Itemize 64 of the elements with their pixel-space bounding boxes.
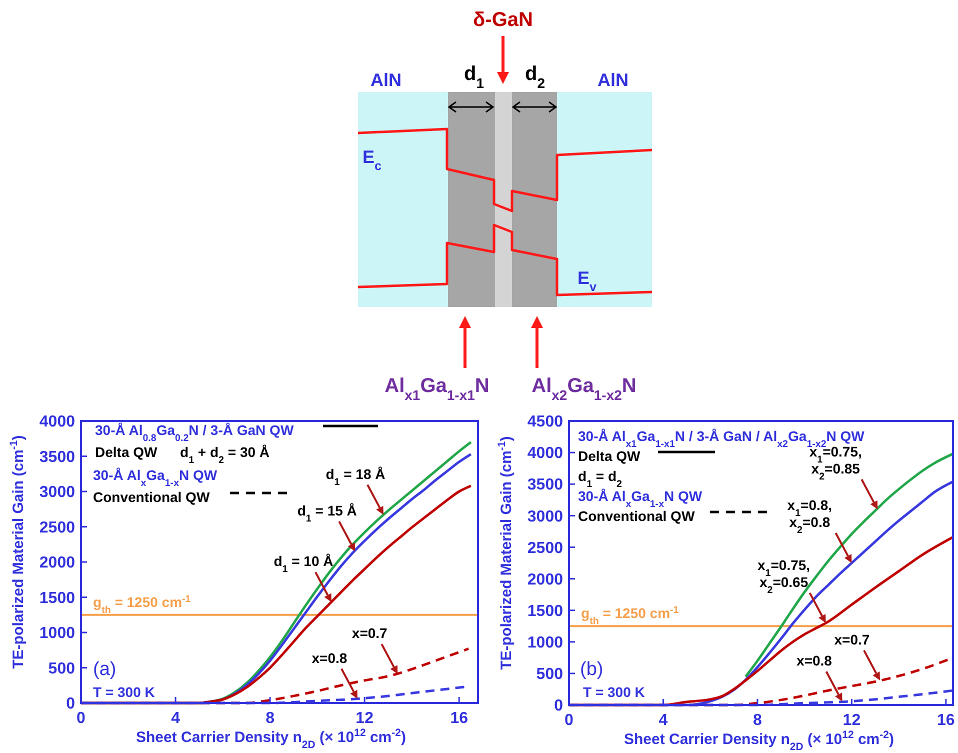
annotation: d$_{1}$ + d$_{2}$ = 30 Å bbox=[180, 444, 270, 466]
ref-line-label: g$_{th}$ = 1250 cm$^{-1}$ bbox=[581, 604, 680, 627]
x-tick-label: 16 bbox=[937, 712, 955, 729]
text: AlN bbox=[370, 70, 402, 90]
annotation: x=0.7 bbox=[834, 631, 870, 648]
y-tick-label: 4000 bbox=[39, 414, 76, 431]
x-tick-label: 12 bbox=[356, 710, 374, 727]
x-tick-label: 4 bbox=[658, 712, 668, 729]
y-tick-label: 2000 bbox=[527, 571, 564, 588]
annotation: x=0.7 bbox=[352, 625, 388, 642]
y-tick-label: 4000 bbox=[527, 445, 564, 462]
y-tick-label: 1000 bbox=[527, 634, 564, 652]
x-tick-label: 4 bbox=[171, 710, 180, 727]
y-tick-label: 1000 bbox=[39, 625, 76, 642]
text: d$_{2}$ bbox=[524, 63, 546, 91]
annotation: T = 300 K bbox=[583, 684, 645, 700]
text: δ-GaN bbox=[473, 9, 533, 31]
y-tick-label: 3500 bbox=[39, 448, 76, 466]
x-tick-label: 16 bbox=[450, 710, 468, 727]
text: AlN bbox=[598, 70, 628, 90]
annotation: d$_{1}$ = 10 Å bbox=[274, 553, 334, 575]
annotation: d$_{1}$ = 18 Å bbox=[326, 466, 386, 488]
annotation: x$_{1}$=0.8, x$_{2}$=0.8 bbox=[787, 497, 832, 536]
y-tick-label: 2500 bbox=[527, 540, 564, 557]
annotation: x=0.8 bbox=[312, 650, 348, 666]
text: Al$_{x1}$Ga$_{1-x1}$N bbox=[384, 375, 490, 403]
y-tick-label: 0 bbox=[66, 696, 76, 713]
y-tick-label: 1500 bbox=[527, 602, 564, 620]
x-tick-label: 0 bbox=[76, 710, 86, 727]
x-tick-label: 8 bbox=[753, 712, 762, 729]
annotation: T = 300 K bbox=[93, 684, 155, 700]
y-tick-label: 1500 bbox=[39, 590, 76, 607]
y-tick-label: 4500 bbox=[527, 414, 564, 431]
x-axis-title: Sheet Carrier Density n$_{2D}$ (× 10$^{12}$ cm$^{-2}$) bbox=[136, 727, 406, 751]
x-axis-title: Sheet Carrier Density n$_{2D}$ (× 10$^{12}$ cm$^{-2}$) bbox=[624, 729, 894, 753]
annotation: d$_{1}$ = d$_{2}$ bbox=[578, 468, 623, 490]
annotation: x=0.8 bbox=[796, 652, 832, 669]
y-tick-label: 2500 bbox=[39, 519, 76, 536]
x-tick-label: 0 bbox=[564, 712, 574, 729]
text: Al$_{x2}$Ga$_{1-x2}$N bbox=[532, 375, 636, 403]
x-tick-label: 12 bbox=[842, 712, 861, 729]
annotation: Delta QW bbox=[578, 448, 642, 464]
annotation: Delta QW bbox=[95, 444, 158, 460]
y-tick-label: 500 bbox=[536, 666, 564, 684]
annotation: Conventional QW bbox=[578, 508, 696, 524]
annotation: Conventional QW bbox=[93, 489, 210, 505]
text: E$_{c}$ bbox=[362, 147, 382, 173]
x-tick-label: 8 bbox=[266, 710, 275, 727]
y-tick-label: 2000 bbox=[39, 554, 76, 572]
annotation: x$_{1}$=0.75, x$_{2}$=0.65 bbox=[757, 556, 810, 596]
annotation: d$_{1}$ = 15 Å bbox=[297, 502, 357, 524]
annotation: 30-Å Al$_{0.8}$Ga$_{0.2}$N / 3-Å GaN QW bbox=[95, 422, 294, 444]
y-tick-label: 0 bbox=[554, 698, 564, 715]
text: E$_{v}$ bbox=[577, 268, 597, 294]
annotation: (a) bbox=[93, 659, 116, 680]
y-tick-label: 3000 bbox=[39, 484, 76, 502]
y-tick-label: 3500 bbox=[527, 476, 564, 494]
annotation: (b) bbox=[580, 659, 604, 680]
text: d$_{1}$ bbox=[464, 63, 484, 91]
annotation: 30-Å Al$_{x}$Ga$_{1-x}$N QW bbox=[93, 467, 218, 488]
ref-line-label: g$_{th}$ = 1250 cm$^{-1}$ bbox=[93, 593, 192, 616]
y-tick-label: 500 bbox=[48, 660, 76, 678]
y-tick-label: 3000 bbox=[527, 508, 564, 526]
annotation: 30-Å Al$_{x}$Ga$_{1-x}$N QW bbox=[578, 488, 703, 510]
